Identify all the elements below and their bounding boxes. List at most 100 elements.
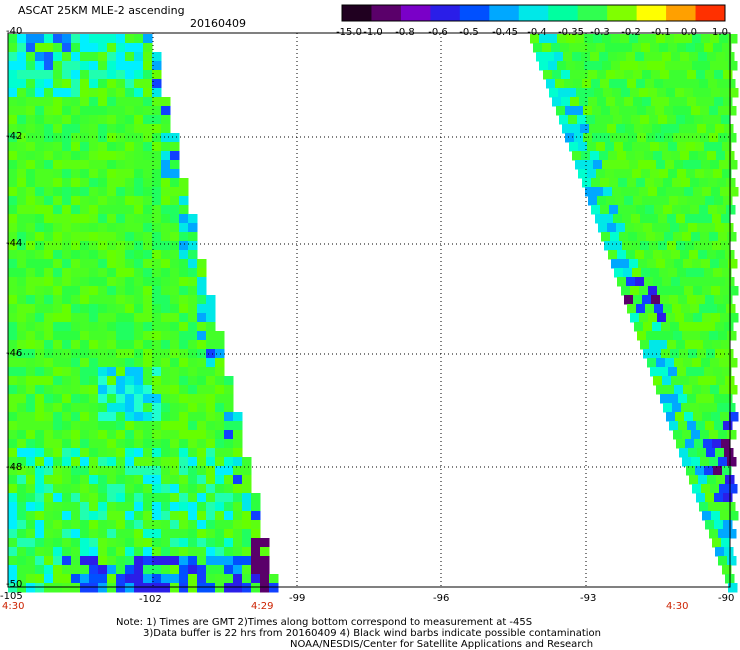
data-cell: [728, 385, 738, 395]
colorbar-segment: [430, 5, 461, 21]
data-cell: [8, 520, 18, 530]
data-cell: [8, 70, 18, 80]
data-cell: [17, 178, 27, 188]
data-cell: [720, 412, 730, 422]
data-cell: [17, 268, 27, 278]
data-cell: [35, 403, 45, 413]
data-cell: [89, 241, 99, 251]
data-cell: [652, 124, 662, 134]
data-cell: [152, 367, 162, 377]
data-cell: [107, 133, 117, 143]
data-cell: [71, 205, 81, 215]
data-cell: [44, 313, 54, 323]
data-cell: [53, 358, 63, 368]
data-cell: [595, 214, 605, 224]
data-cell: [35, 484, 45, 494]
data-cell: [143, 322, 153, 332]
data-cell: [71, 394, 81, 404]
data-cell: [197, 421, 207, 431]
data-cell: [197, 529, 207, 539]
data-cell: [161, 295, 171, 305]
data-cell: [35, 151, 45, 161]
data-cell: [107, 97, 117, 107]
data-cell: [98, 556, 108, 566]
data-cell: [62, 394, 72, 404]
data-cell: [726, 304, 736, 314]
data-cell: [152, 331, 162, 341]
data-cell: [242, 457, 252, 467]
data-cell: [206, 529, 216, 539]
data-cell: [107, 349, 117, 359]
data-cell: [134, 574, 144, 584]
data-cell: [710, 160, 720, 170]
data-cell: [89, 565, 99, 575]
data-cell: [125, 403, 135, 413]
data-cell: [89, 61, 99, 71]
data-cell: [152, 322, 162, 332]
data-cell: [134, 223, 144, 233]
data-cell: [8, 484, 18, 494]
data-cell: [152, 421, 162, 431]
colorbar-segment: [371, 5, 402, 21]
data-cell: [98, 178, 108, 188]
data-cell: [125, 475, 135, 485]
data-cell: [8, 250, 18, 260]
data-cell: [62, 376, 72, 386]
data-cell: [224, 556, 234, 566]
data-cell: [143, 97, 153, 107]
data-cell: [71, 169, 81, 179]
data-cell: [161, 376, 171, 386]
data-cell: [224, 511, 234, 521]
data-cell: [161, 277, 171, 287]
data-cell: [692, 385, 702, 395]
data-cell: [71, 529, 81, 539]
data-cell: [143, 367, 153, 377]
data-cell: [583, 133, 593, 143]
data-cell: [723, 70, 733, 80]
data-cell: [71, 142, 81, 152]
data-cell: [143, 43, 153, 53]
data-cell: [125, 529, 135, 539]
data-cell: [35, 313, 45, 323]
data-cell: [26, 349, 36, 359]
data-cell: [650, 169, 660, 179]
data-cell: [8, 106, 18, 116]
data-cell: [709, 331, 719, 341]
data-cell: [722, 466, 732, 476]
data-cell: [671, 250, 681, 260]
data-cell: [206, 367, 216, 377]
data-cell: [89, 205, 99, 215]
data-cell: [680, 277, 690, 287]
data-cell: [709, 430, 719, 440]
data-cell: [161, 349, 171, 359]
data-cell: [698, 52, 708, 62]
data-cell: [647, 160, 657, 170]
data-cell: [699, 502, 709, 512]
data-cell: [224, 520, 234, 530]
data-cell: [152, 457, 162, 467]
data-cell: [170, 529, 180, 539]
data-cell: [35, 511, 45, 521]
data-cell: [143, 565, 153, 575]
data-cell: [188, 223, 198, 233]
data-cell: [125, 367, 135, 377]
data-cell: [714, 421, 724, 431]
data-cell: [98, 34, 108, 44]
data-cell: [134, 106, 144, 116]
data-cell: [569, 43, 579, 53]
data-cell: [116, 322, 126, 332]
data-cell: [640, 214, 650, 224]
data-cell: [188, 412, 198, 422]
data-cell: [705, 295, 715, 305]
data-cell: [701, 34, 711, 44]
data-cell: [107, 142, 117, 152]
data-cell: [53, 97, 63, 107]
data-cell: [668, 367, 678, 377]
data-cell: [561, 70, 571, 80]
data-cell: [116, 223, 126, 233]
data-cell: [26, 34, 36, 44]
data-cell: [26, 70, 36, 80]
data-cell: [152, 502, 162, 512]
data-cell: [720, 313, 730, 323]
data-cell: [630, 313, 640, 323]
